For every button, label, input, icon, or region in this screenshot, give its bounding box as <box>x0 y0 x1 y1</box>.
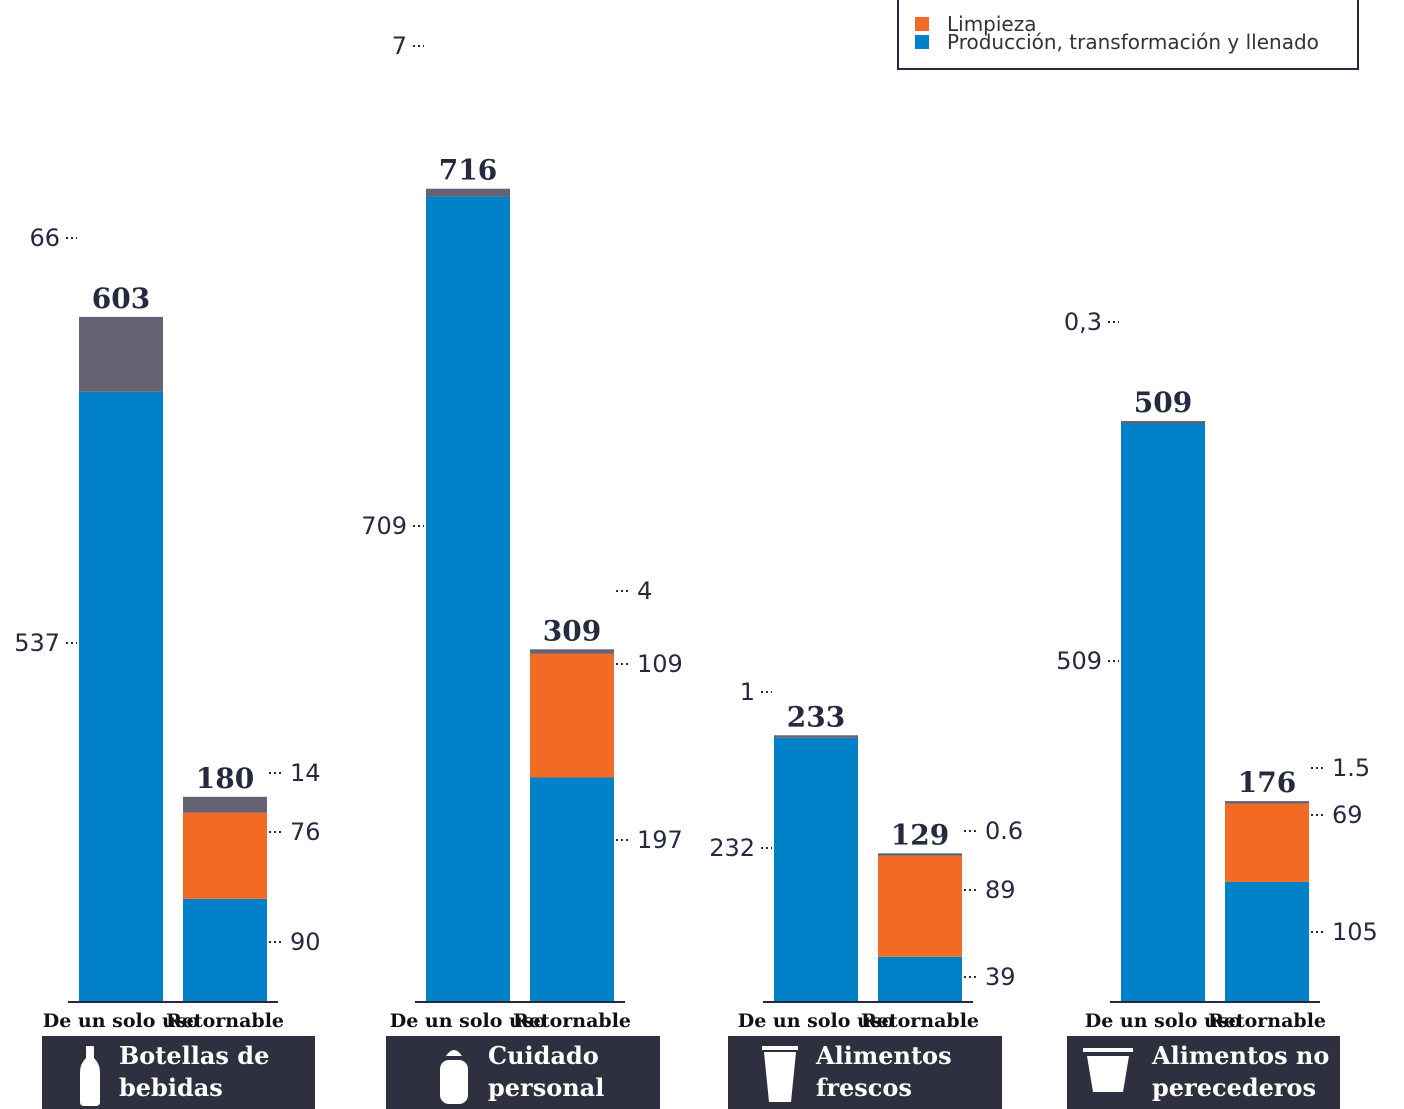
legend-swatch-cleaning <box>915 17 929 31</box>
bar-segment-cuidado-personal-retornable-production <box>530 777 614 1001</box>
bar-segment-alimentos-frescos-de-un-solo-uso-production <box>774 737 858 1001</box>
legend-item-production: Producción, transformación y llenado <box>915 30 1319 54</box>
bar-segment-alimentos-no-perecederos-retornable-other <box>1225 801 1309 804</box>
total-label-alimentos-no-perecederos-retornable: 176 <box>1238 766 1296 799</box>
group-title-non-perishable: Alimentos no perecederos <box>1152 1041 1330 1102</box>
total-label-alimentos-frescos-de-un-solo-uso: 233 <box>787 700 845 733</box>
total-label-alimentos-frescos-retornable: 129 <box>891 818 949 851</box>
bar-segment-cuidado-personal-de-un-solo-uso-other <box>426 188 510 197</box>
value-label-alimentos-no-perecederos-retornable-cleaning: 69 <box>1332 801 1363 829</box>
bar-segment-botellas-de-bebidas-retornable-other <box>183 796 267 813</box>
category-label-alimentos-no-perecederos-retornable: Retornable <box>1208 1010 1326 1032</box>
bar-segment-alimentos-frescos-retornable-cleaning <box>878 855 962 957</box>
total-label-alimentos-no-perecederos-de-un-solo-uso: 509 <box>1134 386 1192 419</box>
bar-segment-alimentos-no-perecederos-retornable-production <box>1225 881 1309 1001</box>
group-title-fresh-food: Alimentos frescos <box>816 1041 952 1102</box>
bottle-icon <box>80 1046 100 1106</box>
cup-icon <box>762 1046 798 1102</box>
category-label-cuidado-personal-de-un-solo-uso: De un solo uso <box>390 1010 546 1032</box>
group-title-personal-care: Cuidado personal <box>488 1041 605 1102</box>
value-label-alimentos-frescos-retornable-other: 0.6 <box>985 817 1023 845</box>
value-label-cuidado-personal-retornable-production: 197 <box>637 826 683 854</box>
legend-label-production: Producción, transformación y llenado <box>947 30 1319 54</box>
total-label-botellas-de-bebidas-de-un-solo-uso: 603 <box>92 282 150 315</box>
value-label-alimentos-frescos-retornable-production: 39 <box>985 963 1016 991</box>
category-label-botellas-de-bebidas-de-un-solo-uso: De un solo uso <box>43 1010 199 1032</box>
category-label-alimentos-frescos-de-un-solo-uso: De un solo uso <box>738 1010 894 1032</box>
value-label-alimentos-no-perecederos-de-un-solo-uso-production: 509 <box>1056 647 1102 675</box>
group-label-personal-care: Cuidado personal <box>386 1036 660 1109</box>
group-label-non-perishable: Alimentos no perecederos <box>1067 1036 1340 1109</box>
value-label-alimentos-frescos-de-un-solo-uso-production: 232 <box>709 834 755 862</box>
bar-segment-cuidado-personal-retornable-cleaning <box>530 653 614 778</box>
total-label-cuidado-personal-de-un-solo-uso: 716 <box>439 154 497 187</box>
bar-segment-botellas-de-bebidas-de-un-solo-uso-production <box>79 391 163 1001</box>
value-label-botellas-de-bebidas-de-un-solo-uso-production: 537 <box>14 629 60 657</box>
legend: Limpieza Producción, transformación y ll… <box>897 0 1359 70</box>
value-label-botellas-de-bebidas-retornable-cleaning: 76 <box>290 818 321 846</box>
value-label-alimentos-no-perecederos-retornable-production: 105 <box>1332 918 1378 946</box>
bar-segment-botellas-de-bebidas-de-un-solo-uso-other <box>79 316 163 392</box>
group-label-bottles: Botellas de bebidas <box>42 1036 315 1109</box>
value-label-cuidado-personal-retornable-other: 4 <box>637 577 652 605</box>
total-label-botellas-de-bebidas-retornable: 180 <box>196 762 254 795</box>
value-label-botellas-de-bebidas-de-un-solo-uso-other: 66 <box>29 224 60 252</box>
legend-item-cleaning: Limpieza <box>915 12 1037 36</box>
value-label-alimentos-no-perecederos-retornable-other: 1.5 <box>1332 754 1370 782</box>
tub-icon <box>1083 1048 1133 1092</box>
value-label-alimentos-no-perecederos-de-un-solo-uso-other: 0,3 <box>1064 308 1102 336</box>
value-label-botellas-de-bebidas-retornable-other: 14 <box>290 759 321 787</box>
value-label-alimentos-frescos-de-un-solo-uso-other: 1 <box>740 678 755 706</box>
value-label-alimentos-frescos-retornable-cleaning: 89 <box>985 876 1016 904</box>
value-label-cuidado-personal-de-un-solo-uso-production: 709 <box>361 512 407 540</box>
bar-segment-alimentos-no-perecederos-retornable-cleaning <box>1225 803 1309 882</box>
group-title-bottles: Botellas de bebidas <box>119 1041 270 1102</box>
value-label-botellas-de-bebidas-retornable-production: 90 <box>290 928 321 956</box>
bar-segment-alimentos-frescos-retornable-production <box>878 956 962 1001</box>
category-label-cuidado-personal-retornable: Retornable <box>513 1010 631 1032</box>
legend-label-cleaning: Limpieza <box>947 12 1037 36</box>
value-label-cuidado-personal-retornable-cleaning: 109 <box>637 650 683 678</box>
category-label-botellas-de-bebidas-retornable: Retornable <box>166 1010 284 1032</box>
value-label-cuidado-personal-de-un-solo-uso-other: 7 <box>392 32 407 60</box>
category-label-alimentos-frescos-retornable: Retornable <box>861 1010 979 1032</box>
bar-segment-alimentos-frescos-retornable-other <box>878 853 962 856</box>
bar-segment-botellas-de-bebidas-retornable-production <box>183 898 267 1001</box>
legend-swatch-production <box>915 35 929 49</box>
bar-segment-alimentos-no-perecederos-de-un-solo-uso-other <box>1121 421 1205 424</box>
bar-segment-botellas-de-bebidas-retornable-cleaning <box>183 812 267 899</box>
group-label-fresh-food: Alimentos frescos <box>728 1036 1002 1109</box>
bar-segment-alimentos-frescos-de-un-solo-uso-other <box>774 735 858 738</box>
bar-segment-cuidado-personal-de-un-solo-uso-production <box>426 196 510 1002</box>
bar-segment-cuidado-personal-retornable-other <box>530 649 614 654</box>
total-label-cuidado-personal-retornable: 309 <box>543 614 601 647</box>
bar-segment-alimentos-no-perecederos-de-un-solo-uso-production <box>1121 423 1205 1001</box>
personal-care-icon <box>440 1050 468 1104</box>
category-label-alimentos-no-perecederos-de-un-solo-uso: De un solo uso <box>1085 1010 1241 1032</box>
